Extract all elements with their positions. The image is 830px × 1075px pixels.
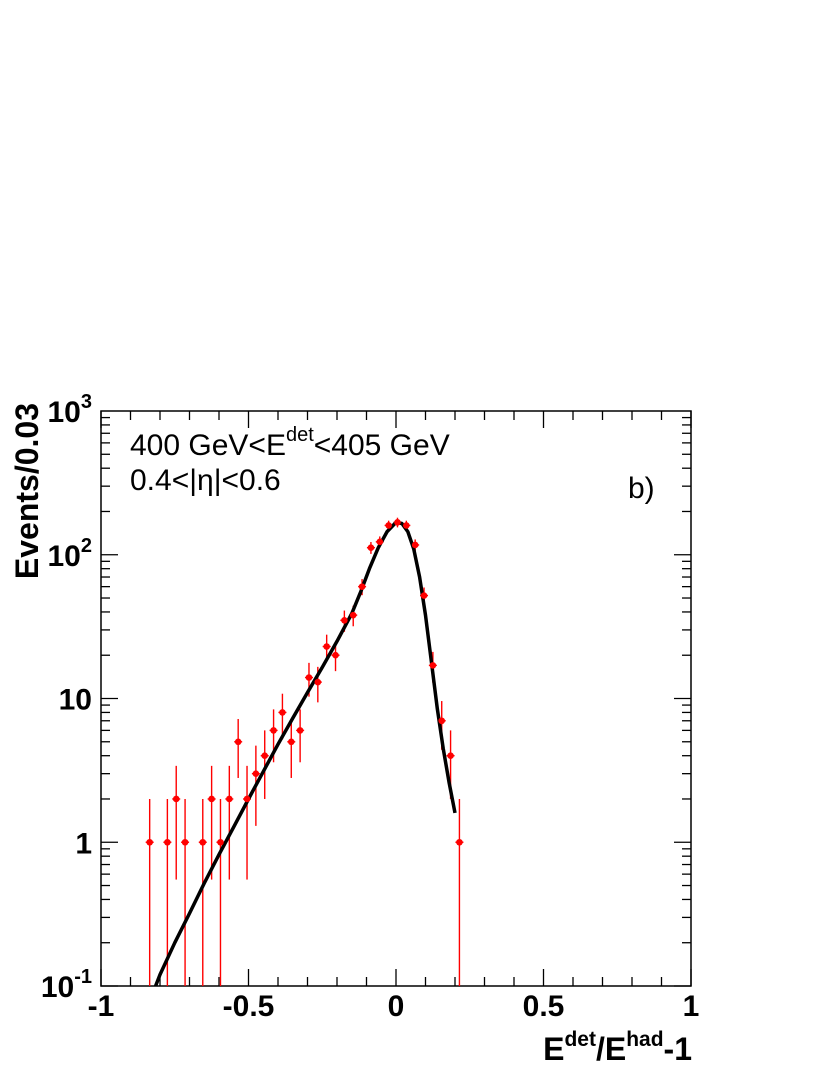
data-point bbox=[226, 795, 233, 803]
data-point bbox=[367, 544, 375, 551]
data-point bbox=[332, 651, 339, 659]
data-point bbox=[376, 538, 384, 546]
data-point bbox=[234, 738, 242, 746]
plot-frame bbox=[100, 410, 692, 987]
data-point bbox=[146, 838, 153, 846]
x-axis-title: Edet/Ehad-1 bbox=[543, 1028, 692, 1067]
x-tick-label: -1 bbox=[88, 990, 115, 1023]
data-point bbox=[279, 709, 286, 716]
y-tick-label: 102 bbox=[48, 535, 93, 573]
data-point bbox=[411, 541, 419, 549]
data-point bbox=[199, 838, 207, 846]
data-point bbox=[341, 616, 348, 624]
data-point bbox=[305, 674, 313, 681]
x-tick-label: 1 bbox=[683, 990, 700, 1023]
data-point bbox=[385, 522, 392, 529]
data-point bbox=[217, 838, 224, 846]
data-point bbox=[349, 611, 357, 619]
data-point bbox=[261, 752, 269, 760]
data-point bbox=[181, 838, 189, 846]
error-bars bbox=[145, 517, 464, 986]
data-point bbox=[172, 795, 180, 803]
x-tick-label: 0.5 bbox=[523, 990, 565, 1023]
data-point bbox=[296, 727, 304, 734]
data-point bbox=[314, 678, 322, 686]
x-tick-label: 0 bbox=[388, 990, 405, 1023]
data-point bbox=[243, 795, 251, 803]
y-axis-title: Events/0.03 bbox=[9, 403, 45, 579]
panel-label: b) bbox=[628, 472, 655, 505]
x-tick-labels: -1 -0.5 0 0.5 1 bbox=[88, 990, 700, 1023]
eta-range-annotation: 0.4<|η|<0.6 bbox=[130, 464, 281, 497]
y-tick-label: 1 bbox=[75, 827, 92, 860]
y-tick-label: 10-1 bbox=[41, 966, 92, 1004]
data-point bbox=[252, 770, 260, 777]
energy-range-annotation: 400 GeV<Edet<405 GeV bbox=[130, 424, 450, 462]
data-point bbox=[208, 795, 215, 803]
data-point bbox=[420, 592, 428, 599]
fit-curve bbox=[153, 520, 457, 987]
axis-ticks bbox=[100, 411, 692, 987]
data-point bbox=[438, 717, 446, 725]
x-tick-label: -0.5 bbox=[223, 990, 275, 1023]
data-point bbox=[287, 738, 295, 746]
data-point bbox=[403, 522, 410, 529]
y-tick-label: 10 bbox=[59, 684, 92, 717]
y-tick-label: 103 bbox=[48, 391, 93, 429]
data-points bbox=[146, 519, 463, 846]
data-point bbox=[323, 643, 330, 650]
data-point bbox=[394, 519, 401, 526]
data-point bbox=[270, 727, 277, 734]
data-point bbox=[429, 662, 437, 669]
data-point bbox=[358, 583, 366, 590]
y-tick-labels: 10-1 1 10 102 103 bbox=[41, 391, 92, 1004]
data-point bbox=[447, 752, 454, 760]
data-point bbox=[164, 838, 171, 846]
data-point bbox=[456, 838, 463, 846]
